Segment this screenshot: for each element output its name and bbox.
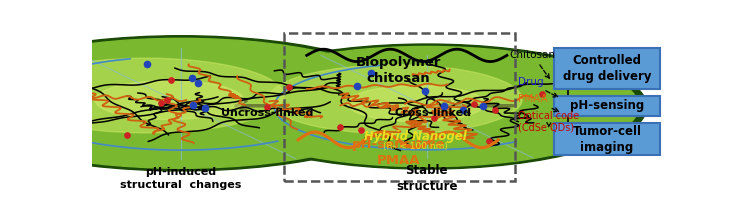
FancyBboxPatch shape bbox=[554, 96, 660, 116]
FancyBboxPatch shape bbox=[554, 123, 660, 155]
Text: pH-induced
structural  changes: pH-induced structural changes bbox=[120, 167, 241, 191]
Text: Stable
structure: Stable structure bbox=[396, 164, 458, 193]
Ellipse shape bbox=[348, 85, 485, 122]
Text: pH-sensitive
PMAA: pH-sensitive PMAA bbox=[351, 138, 445, 166]
Ellipse shape bbox=[207, 44, 647, 169]
Text: Chitosan: Chitosan bbox=[510, 50, 556, 78]
Text: Uncross-linked: Uncross-linked bbox=[221, 108, 313, 118]
Ellipse shape bbox=[0, 38, 410, 168]
Text: Tumor-cell
imaging: Tumor-cell imaging bbox=[573, 124, 641, 154]
Ellipse shape bbox=[268, 65, 522, 134]
Text: Hybrid Nanogel: Hybrid Nanogel bbox=[364, 130, 466, 143]
FancyBboxPatch shape bbox=[554, 48, 660, 89]
Ellipse shape bbox=[10, 58, 284, 133]
Ellipse shape bbox=[0, 36, 419, 171]
Text: Optical code
(CdSe QDs): Optical code (CdSe QDs) bbox=[518, 111, 579, 133]
Ellipse shape bbox=[95, 81, 244, 120]
Text: Cross-linked: Cross-linked bbox=[394, 108, 471, 118]
Text: pH-sensing: pH-sensing bbox=[570, 99, 644, 112]
Text: Drug: Drug bbox=[518, 77, 558, 97]
Text: PMAA: PMAA bbox=[518, 95, 559, 112]
Ellipse shape bbox=[215, 46, 638, 167]
Text: (Rₕ < 100 nm): (Rₕ < 100 nm) bbox=[383, 142, 448, 151]
Text: Biopolymer
chitosan: Biopolymer chitosan bbox=[356, 56, 441, 85]
Text: Controlled
drug delivery: Controlled drug delivery bbox=[563, 54, 651, 83]
